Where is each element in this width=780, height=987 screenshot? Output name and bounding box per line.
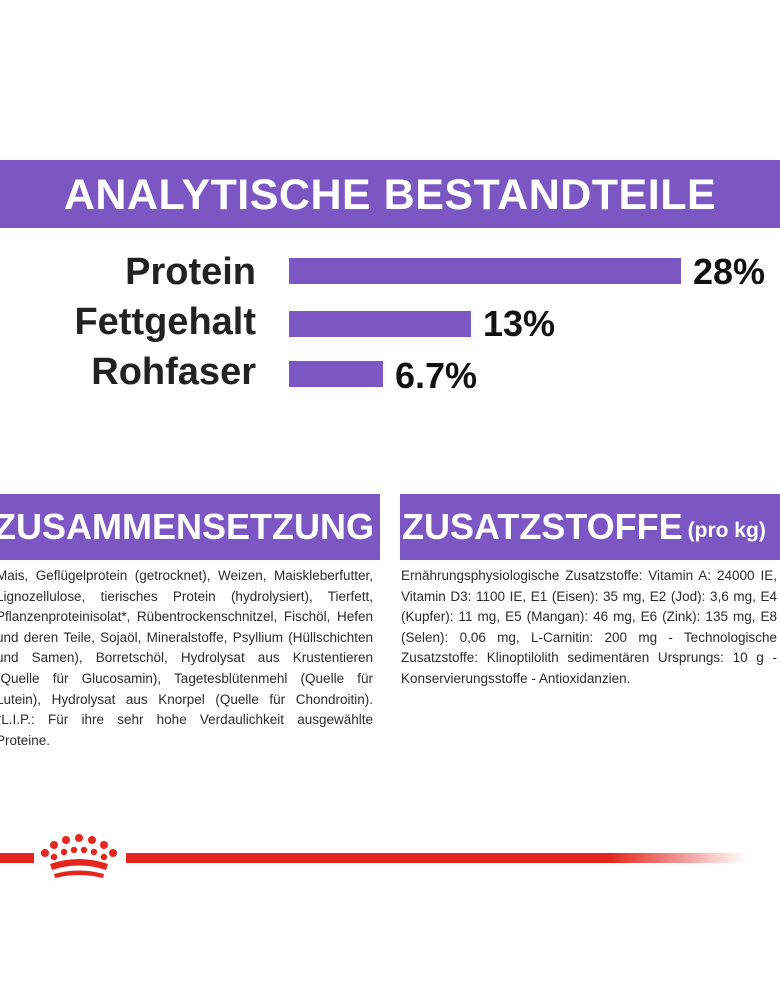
analysis-title-banner: ANALYTISCHE BESTANDTEILE (0, 160, 780, 228)
nutrient-value-protein: 28% (693, 251, 766, 292)
footer-line-right (126, 853, 746, 863)
nutrient-value-fiber: 6.7% (395, 355, 478, 396)
additives-title: ZUSATZSTOFFE (402, 506, 683, 547)
composition-title-banner: ZUSAMMENSETZUNG (0, 494, 380, 560)
nutrient-label-fiber: Rohfaser (91, 351, 256, 393)
analysis-title: ANALYTISCHE BESTANDTEILE (63, 171, 717, 219)
nutrient-label-fat: Fettgehalt (74, 301, 256, 343)
footer-line-left (0, 853, 34, 863)
composition-text: Mais, Geflügelprotein (getrocknet), Weiz… (0, 568, 373, 748)
additives-title-unit: (pro kg) (687, 519, 766, 542)
nutrient-label-protein: Protein (125, 251, 256, 293)
royal-canin-crown-icon (41, 834, 117, 878)
additives-text: Ernährungsphysiologische Zusatzstoffe: V… (401, 568, 777, 686)
nutrient-value-fat: 13% (483, 303, 556, 344)
additives-title-banner: ZUSATZSTOFFE (pro kg) (400, 494, 780, 560)
nutrient-bar-fiber (289, 361, 383, 387)
nutrient-bar-fat (289, 311, 471, 337)
composition-title: ZUSAMMENSETZUNG (0, 506, 374, 547)
nutrient-bar-protein (289, 258, 681, 284)
